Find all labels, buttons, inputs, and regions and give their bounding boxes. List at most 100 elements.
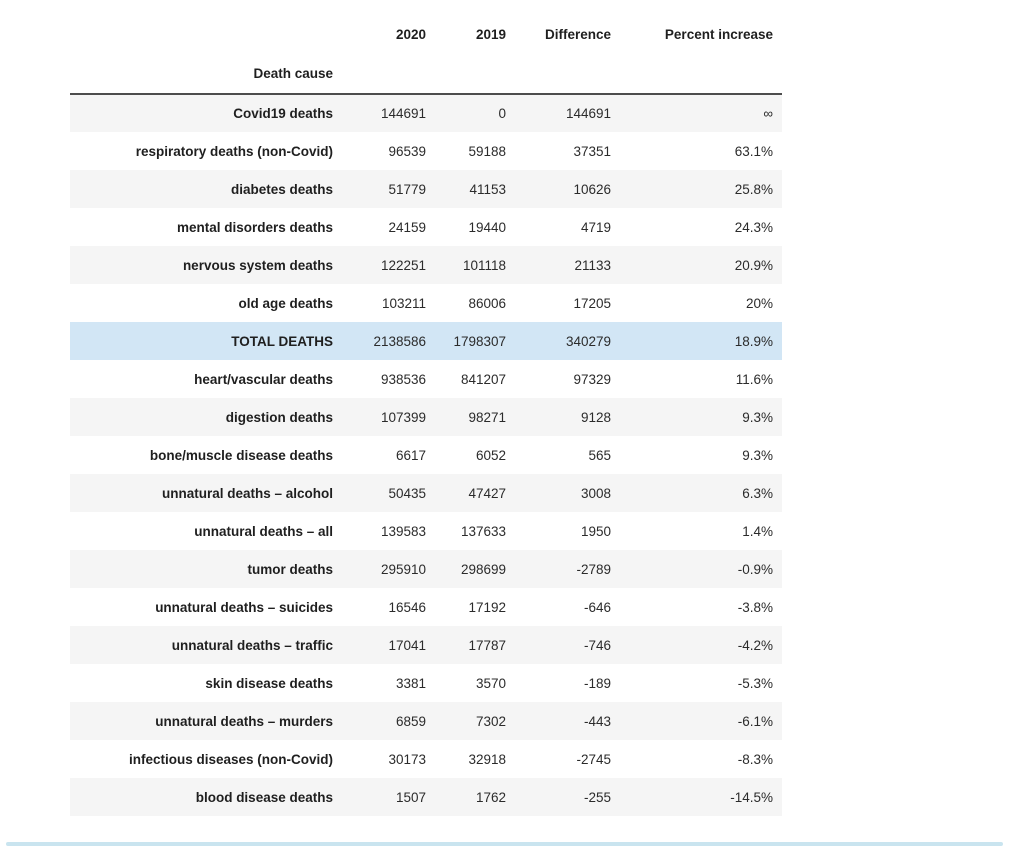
cell-2019: 0 bbox=[498, 106, 506, 121]
cell-percent-increase: 18.9% bbox=[734, 333, 773, 349]
table-header: 2020 2019 Difference Percent increase De… bbox=[70, 14, 782, 94]
table-row: bone/muscle disease deaths 6617 6052 565… bbox=[70, 436, 782, 474]
cell-2019: 86006 bbox=[468, 295, 506, 311]
cell-difference: -2745 bbox=[576, 751, 611, 767]
table-row: infectious diseases (non-Covid) 30173 32… bbox=[70, 740, 782, 778]
cell-percent-increase: -4.2% bbox=[737, 637, 773, 653]
cell-2020: 295910 bbox=[380, 561, 426, 577]
cell-difference: 4719 bbox=[580, 219, 611, 235]
table-row: digestion deaths 107399 98271 9128 9.3% bbox=[70, 398, 782, 436]
cell-2019: 47427 bbox=[468, 485, 506, 501]
cell-2019: 298699 bbox=[460, 561, 506, 577]
cell-2020: 51779 bbox=[388, 181, 426, 197]
row-label-death-cause: heart/vascular deaths bbox=[194, 371, 333, 387]
row-label-death-cause: mental disorders deaths bbox=[176, 219, 333, 235]
cell-percent-increase: -6.1% bbox=[737, 713, 773, 729]
cell-2020: 6617 bbox=[395, 447, 426, 463]
cell-percent-increase: 25.8% bbox=[734, 181, 773, 197]
row-label-death-cause: old age deaths bbox=[238, 295, 333, 311]
col-header-2020: 2020 bbox=[395, 26, 426, 42]
cell-percent-increase: 9.3% bbox=[742, 447, 773, 463]
cell-percent-increase: -14.5% bbox=[730, 789, 773, 805]
table-row: unnatural deaths – murders 6859 7302 -44… bbox=[70, 702, 782, 740]
cell-percent-increase: -0.9% bbox=[737, 561, 773, 577]
col-header-difference: Difference bbox=[544, 26, 611, 42]
cell-difference: 3008 bbox=[580, 485, 611, 501]
index-name-spacer bbox=[342, 54, 782, 94]
cell-difference: 9128 bbox=[580, 409, 611, 425]
cell-difference: 21133 bbox=[574, 257, 611, 273]
cell-percent-increase: 63.1% bbox=[734, 143, 773, 159]
cell-2020: 122251 bbox=[380, 257, 426, 273]
cell-2020: 2138586 bbox=[373, 333, 426, 349]
cell-2020: 139583 bbox=[380, 523, 426, 539]
cell-2019: 3570 bbox=[475, 675, 506, 691]
table-row: unnatural deaths – all 139583 137633 195… bbox=[70, 512, 782, 550]
cell-difference: 10626 bbox=[573, 181, 611, 197]
table-row: nervous system deaths 122251 101118 2113… bbox=[70, 246, 782, 284]
cell-2020: 17041 bbox=[388, 637, 426, 653]
cell-2019: 17787 bbox=[468, 637, 506, 653]
cell-difference: 144691 bbox=[565, 106, 611, 121]
cell-2020: 30173 bbox=[388, 751, 426, 767]
cell-2019: 19440 bbox=[468, 219, 506, 235]
cell-difference: -746 bbox=[583, 637, 611, 653]
table-row: unnatural deaths – alcohol 50435 47427 3… bbox=[70, 474, 782, 512]
death-causes-table: 2020 2019 Difference Percent increase De… bbox=[70, 14, 782, 816]
table-body: Covid19 deaths 144691 0 144691 ∞ respira… bbox=[70, 94, 782, 816]
table-row: diabetes deaths 51779 41153 10626 25.8% bbox=[70, 170, 782, 208]
cell-percent-increase: -5.3% bbox=[737, 675, 773, 691]
cell-difference: 1950 bbox=[580, 523, 611, 539]
cell-percent-increase: 11.6% bbox=[735, 371, 773, 387]
cell-difference: 17205 bbox=[573, 295, 611, 311]
cell-2020: 6859 bbox=[395, 713, 426, 729]
index-name-label: Death cause bbox=[253, 66, 333, 81]
cell-percent-increase: ∞ bbox=[763, 106, 773, 121]
row-label-death-cause: tumor deaths bbox=[247, 561, 333, 577]
cell-difference: -2789 bbox=[576, 561, 611, 577]
row-label-death-cause: nervous system deaths bbox=[182, 257, 333, 273]
cell-difference: -646 bbox=[583, 599, 611, 615]
cell-2019: 1798307 bbox=[453, 333, 506, 349]
cell-percent-increase: 1.4% bbox=[742, 523, 773, 539]
table-row: unnatural deaths – traffic 17041 17787 -… bbox=[70, 626, 782, 664]
cell-2020: 1507 bbox=[395, 789, 426, 805]
row-label-death-cause: infectious diseases (non-Covid) bbox=[128, 751, 333, 767]
cell-2020: 50435 bbox=[388, 485, 426, 501]
next-cell-divider bbox=[6, 842, 1003, 846]
table-row: tumor deaths 295910 298699 -2789 -0.9% bbox=[70, 550, 782, 588]
cell-2019: 1762 bbox=[475, 789, 506, 805]
cell-difference: -189 bbox=[583, 675, 611, 691]
row-label-death-cause: unnatural deaths – alcohol bbox=[161, 485, 333, 501]
cell-difference: 97329 bbox=[573, 371, 611, 387]
cell-2020: 96539 bbox=[388, 143, 426, 159]
cell-percent-increase: 24.3% bbox=[734, 219, 773, 235]
table-row: Covid19 deaths 144691 0 144691 ∞ bbox=[70, 94, 782, 132]
cell-2020: 3381 bbox=[395, 675, 426, 691]
cell-difference: 565 bbox=[588, 447, 611, 463]
cell-2019: 41153 bbox=[469, 181, 506, 197]
cell-2020: 107399 bbox=[380, 409, 426, 425]
table-row: skin disease deaths 3381 3570 -189 -5.3% bbox=[70, 664, 782, 702]
cell-2019: 137633 bbox=[460, 523, 506, 539]
cell-difference: 340279 bbox=[565, 333, 611, 349]
row-label-death-cause: respiratory deaths (non-Covid) bbox=[135, 143, 333, 159]
cell-percent-increase: 20.9% bbox=[734, 257, 773, 273]
cell-2020: 103211 bbox=[381, 295, 426, 311]
cell-2019: 7302 bbox=[475, 713, 506, 729]
cell-2019: 101118 bbox=[462, 257, 506, 273]
cell-2020: 24159 bbox=[388, 219, 426, 235]
cell-2019: 32918 bbox=[468, 751, 506, 767]
row-label-death-cause: unnatural deaths – all bbox=[194, 523, 333, 539]
cell-2019: 6052 bbox=[475, 447, 506, 463]
table-row: mental disorders deaths 24159 19440 4719… bbox=[70, 208, 782, 246]
row-label-death-cause: Covid19 deaths bbox=[233, 106, 333, 121]
table-row: respiratory deaths (non-Covid) 96539 591… bbox=[70, 132, 782, 170]
cell-difference: -255 bbox=[583, 789, 611, 805]
cell-percent-increase: 9.3% bbox=[742, 409, 773, 425]
table-row: unnatural deaths – suicides 16546 17192 … bbox=[70, 588, 782, 626]
table-row: TOTAL DEATHS 2138586 1798307 340279 18.9… bbox=[70, 322, 782, 360]
index-header-blank bbox=[70, 14, 342, 54]
row-label-death-cause: diabetes deaths bbox=[230, 181, 333, 197]
